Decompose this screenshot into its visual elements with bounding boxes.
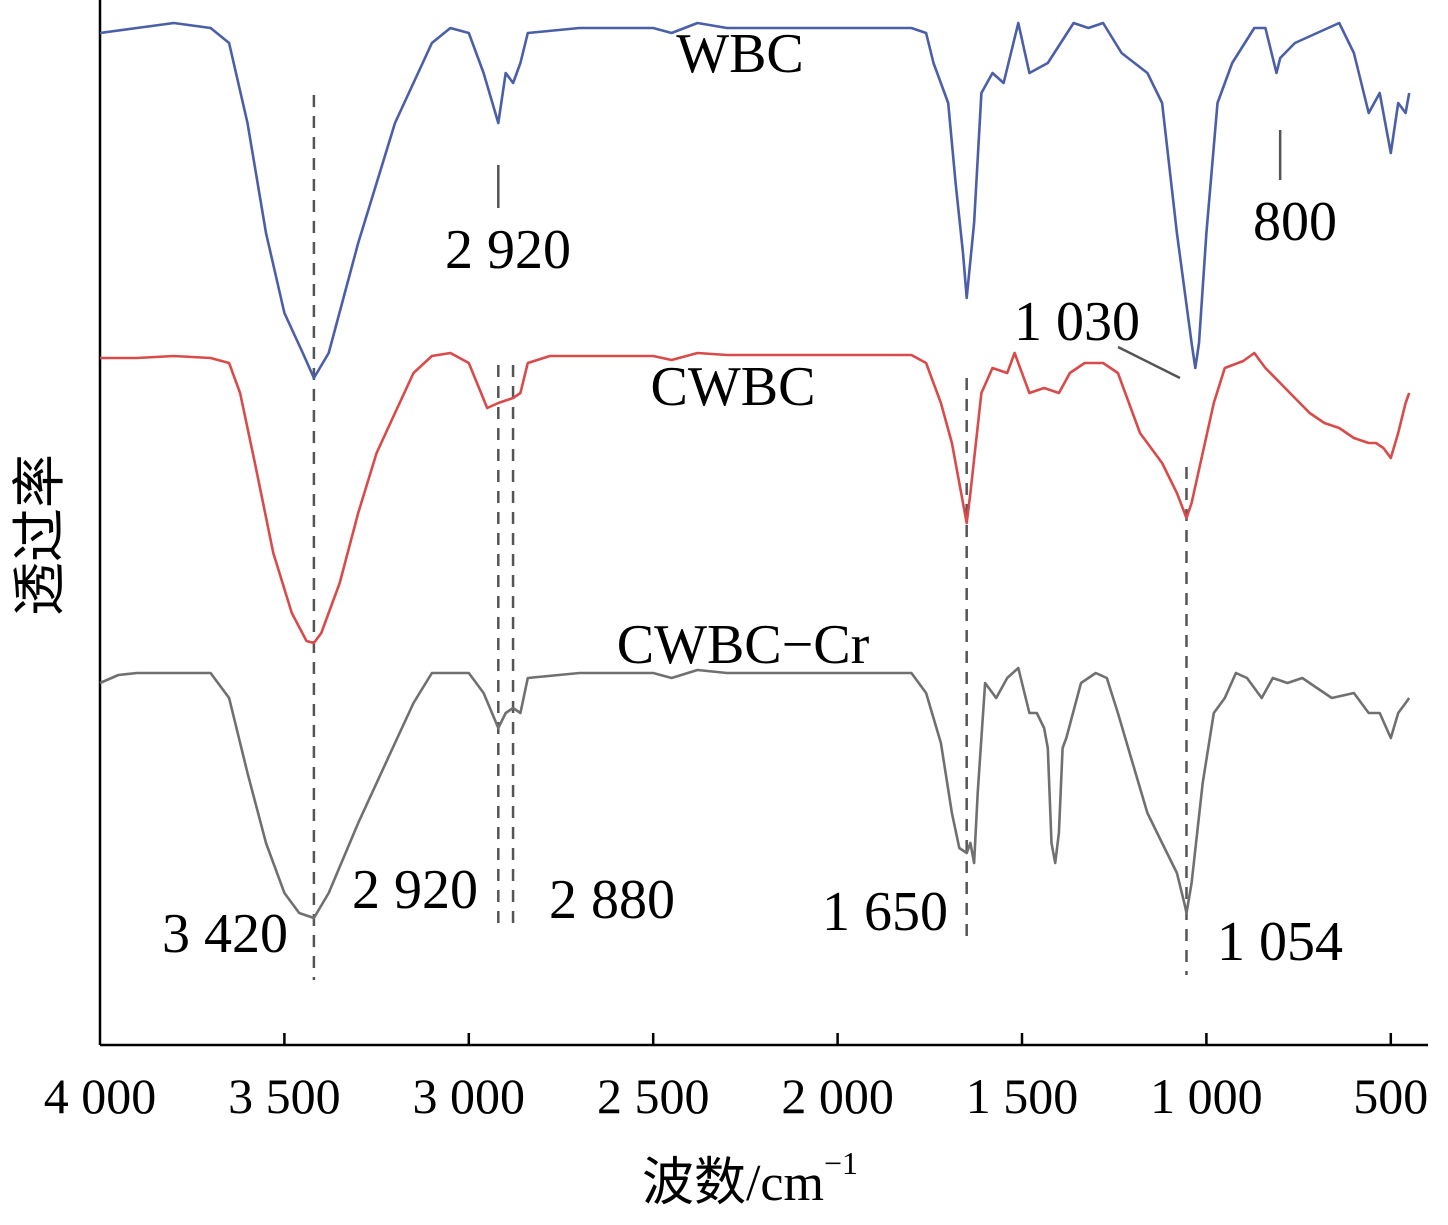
axes: 4 000 3 500 3 000 2 500 2 000 1 500 1 000 500 波数… bbox=[10, 0, 1428, 1212]
series-label: CWBC−Cr bbox=[617, 614, 870, 676]
x-axis-label: 波数/cm−1 bbox=[642, 1145, 858, 1212]
reference-label-1650: 1 650 bbox=[822, 881, 948, 943]
x-axis-label-text: 波数/cm bbox=[642, 1155, 824, 1212]
y-axis-label: 透过率 bbox=[10, 454, 70, 616]
series-label: WBC bbox=[676, 23, 804, 85]
series-line-wbc bbox=[99, 21, 1411, 380]
x-tick-label: 2 500 bbox=[597, 1068, 710, 1124]
series-line-cwbc-cr bbox=[99, 666, 1411, 920]
x-tick-label: 2 000 bbox=[781, 1068, 894, 1124]
reference-label-1054: 1 054 bbox=[1217, 911, 1343, 973]
x-tick-label: 4 000 bbox=[44, 1068, 157, 1124]
peak-label-1030: 1 030 bbox=[1014, 291, 1140, 353]
spectra bbox=[99, 21, 1411, 920]
x-tick-label: 500 bbox=[1353, 1068, 1428, 1124]
annotations: WBC CWBC CWBC−Cr 3 420 2 920 2 880 1 650 1 054 2… bbox=[162, 23, 1343, 973]
x-tick-label: 3 000 bbox=[413, 1068, 526, 1124]
peak-label-800: 800 bbox=[1253, 191, 1337, 253]
x-tick-label: 3 500 bbox=[228, 1068, 341, 1124]
series-line-cwbc bbox=[100, 351, 1411, 645]
reference-lines bbox=[312, 95, 1188, 980]
reference-label-2920: 2 920 bbox=[352, 859, 478, 921]
peak-label-2920: 2 920 bbox=[445, 219, 571, 281]
x-tick-label: 1 500 bbox=[966, 1068, 1079, 1124]
x-tick-label: 1 000 bbox=[1150, 1068, 1263, 1124]
x-axis-label-superscript: −1 bbox=[824, 1145, 858, 1181]
leader-line-1030 bbox=[1117, 345, 1181, 380]
series-label: CWBC bbox=[651, 356, 816, 418]
reference-label-2880: 2 880 bbox=[549, 869, 675, 931]
reference-label-3420: 3 420 bbox=[162, 903, 288, 965]
